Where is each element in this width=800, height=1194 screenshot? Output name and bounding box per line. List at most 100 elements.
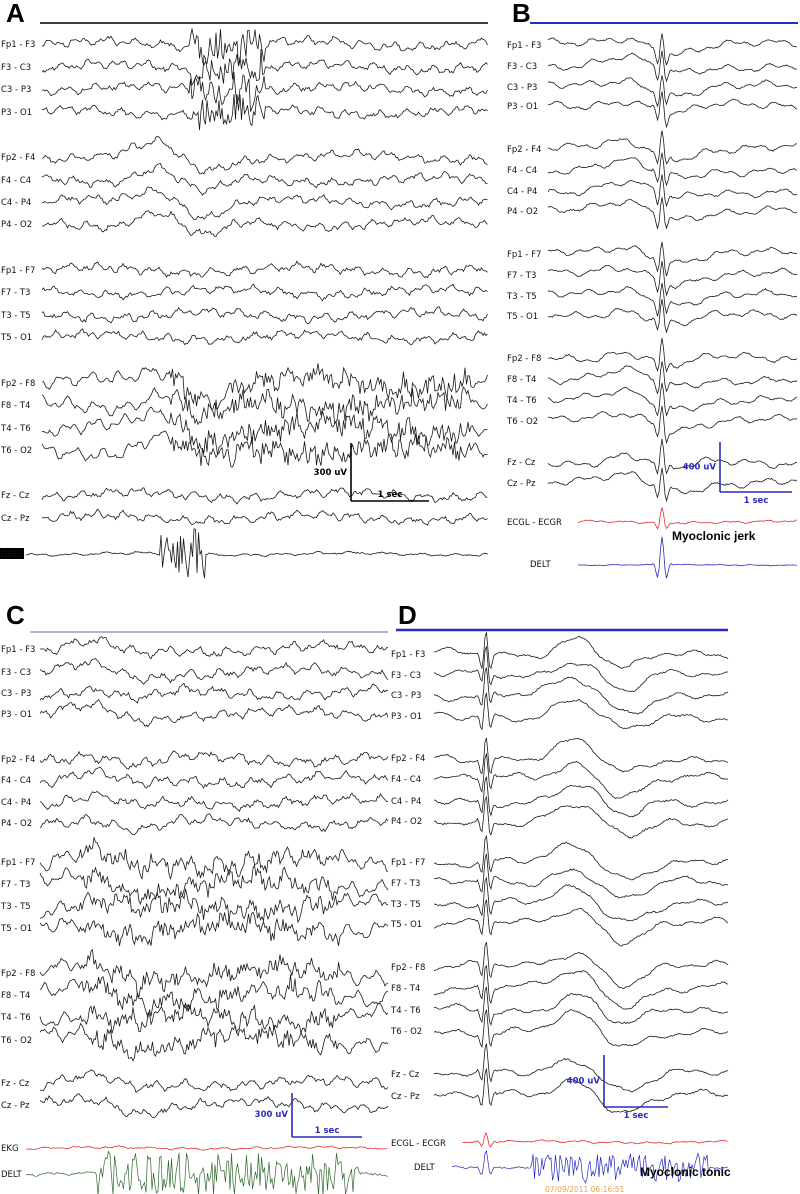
channel-label: Fp1 - F7 xyxy=(1,858,35,868)
eeg-trace xyxy=(547,467,798,503)
eeg-trace xyxy=(39,658,389,685)
scale-bar: 400 uV 1 sec xyxy=(567,1055,668,1121)
eeg-trace xyxy=(39,698,389,728)
channel-label: F3 - C3 xyxy=(1,63,31,73)
eeg-trace xyxy=(451,1150,729,1184)
eeg-trace xyxy=(547,75,798,108)
eeg-trace xyxy=(41,430,488,468)
eeg-traces-a: Fp1 - F3 F3 - C3 C3 - P3 P3 - O1 Fp2 - F4 F4 … xyxy=(0,22,488,579)
eeg-trace xyxy=(25,1145,388,1151)
panel-label-c: C xyxy=(6,600,25,630)
eeg-trace xyxy=(433,646,729,693)
amplitude-scale-label: 300 uV xyxy=(255,1110,289,1120)
channel-label: T3 - T5 xyxy=(390,900,421,910)
channel-label: Fp2 - F4 xyxy=(391,754,425,764)
channel-label-ekg: EKG xyxy=(1,1144,19,1154)
amplitude-scale-label: 400 uV xyxy=(683,463,717,473)
channel-label: T4 - T6 xyxy=(390,1006,421,1016)
channel-label: P4 - O2 xyxy=(391,817,422,827)
channel-label: P4 - O2 xyxy=(1,819,32,829)
channel-label: F8 - T4 xyxy=(1,991,30,1001)
eeg-trace xyxy=(577,536,797,579)
eeg-trace xyxy=(41,186,488,220)
eeg-trace xyxy=(41,48,488,87)
eeg-traces-d: Fp1 - F3 F3 - C3 C3 - P3 P3 - O1 Fp2 - F4 F4 … xyxy=(390,628,731,1194)
eeg-traces-b: Fp1 - F3 F3 - C3 C3 - P3 P3 - O1 Fp2 - F4 F4 … xyxy=(506,22,798,579)
channel-label: T6 - O2 xyxy=(506,417,538,427)
channel-label: P3 - O1 xyxy=(1,710,32,720)
eeg-trace xyxy=(433,692,728,731)
eeg-trace xyxy=(433,1068,729,1113)
eeg-trace xyxy=(39,863,389,905)
channel-label-ecg: ECGL - ECGR xyxy=(507,518,562,528)
channel-label-delt: DELT xyxy=(1,1170,22,1180)
eeg-trace xyxy=(433,899,729,947)
eeg-trace xyxy=(433,1043,729,1093)
eeg-trace xyxy=(547,197,798,230)
channel-label: F7 - T3 xyxy=(1,288,30,298)
channel-label: Cz - Pz xyxy=(1,514,30,524)
eeg-trace xyxy=(433,776,729,818)
recording-timestamp: 07/09/2011 06:16:51 xyxy=(545,1185,625,1194)
channel-label: Fz - Cz xyxy=(1,491,30,501)
channel-label: T5 - O1 xyxy=(506,312,538,322)
channel-label: F4 - C4 xyxy=(1,176,31,186)
channel-label: P4 - O2 xyxy=(507,207,538,217)
eeg-trace xyxy=(41,94,488,131)
eeg-trace xyxy=(577,507,798,530)
eeg-trace xyxy=(433,1009,729,1049)
scale-bar: 400 uV 1 sec xyxy=(683,442,792,506)
eeg-trace xyxy=(39,766,389,790)
eeg-panel-c: C Fp1 - F3 F3 - C3 C3 - P3 P3 - O1 Fp2 - F4 F… xyxy=(0,600,390,1194)
channel-label: C3 - P3 xyxy=(391,691,421,701)
eeg-trace xyxy=(433,795,729,839)
channel-label: C4 - P4 xyxy=(507,187,537,197)
channel-label: T4 - T6 xyxy=(0,424,31,434)
eeg-panel-b: B Fp1 - F3 F3 - C3 C3 - P3 P3 - O1 Fp2 - F4 F… xyxy=(500,0,800,600)
channel-label: Fp1 - F3 xyxy=(391,650,425,660)
eeg-trace xyxy=(433,853,729,899)
channel-label: C4 - P4 xyxy=(391,797,421,807)
channel-label: T4 - T6 xyxy=(0,1013,31,1023)
eeg-trace xyxy=(433,667,729,715)
channel-label: F3 - C3 xyxy=(1,668,31,678)
eeg-trace xyxy=(547,261,798,297)
eeg-trace xyxy=(39,888,389,924)
eeg-panel-a: A Fp1 - F3 F3 - C3 C3 - P3 P3 - O1 Fp2 - F4 F… xyxy=(0,0,490,600)
scale-bar: 300 uV 1 sec xyxy=(255,1093,362,1138)
time-scale-label: 1 sec xyxy=(315,1126,340,1136)
channel-label: F7 - T3 xyxy=(391,879,420,889)
channel-label: Cz - Pz xyxy=(391,1092,420,1102)
eeg-trace xyxy=(547,50,798,83)
channel-label: P3 - O1 xyxy=(1,108,32,118)
eeg-trace xyxy=(433,964,729,1010)
scale-bar: 300 uV 1 sec xyxy=(314,443,429,502)
channel-label: F4 - C4 xyxy=(391,775,421,785)
channel-label: Fp1 - F7 xyxy=(507,250,541,260)
eeg-trace xyxy=(41,283,488,302)
channel-label: P3 - O1 xyxy=(391,712,422,722)
eeg-trace xyxy=(547,241,798,277)
eeg-trace xyxy=(25,1150,388,1194)
delt-label-box xyxy=(0,548,24,559)
eeg-trace xyxy=(547,338,798,373)
channel-label: P3 - O1 xyxy=(507,102,538,112)
eeg-trace xyxy=(39,911,389,946)
eeg-trace xyxy=(39,750,389,770)
eeg-trace xyxy=(433,986,729,1027)
eeg-trace xyxy=(39,1022,389,1062)
channel-label: Fp2 - F8 xyxy=(1,379,35,389)
eeg-trace xyxy=(39,1002,389,1034)
channel-label: C4 - P4 xyxy=(1,798,31,808)
eeg-trace xyxy=(41,210,488,237)
amplitude-scale-label: 300 uV xyxy=(314,468,348,478)
eeg-trace xyxy=(547,174,798,208)
channel-label: P4 - O2 xyxy=(1,220,32,230)
eeg-trace xyxy=(547,405,798,445)
channel-label: Fz - Cz xyxy=(507,458,536,468)
channel-label: Cz - Pz xyxy=(1,1101,30,1111)
eeg-trace xyxy=(40,636,389,660)
eeg-trace xyxy=(547,299,798,334)
eeg-trace xyxy=(41,386,488,426)
panel-label-a: A xyxy=(6,0,25,28)
